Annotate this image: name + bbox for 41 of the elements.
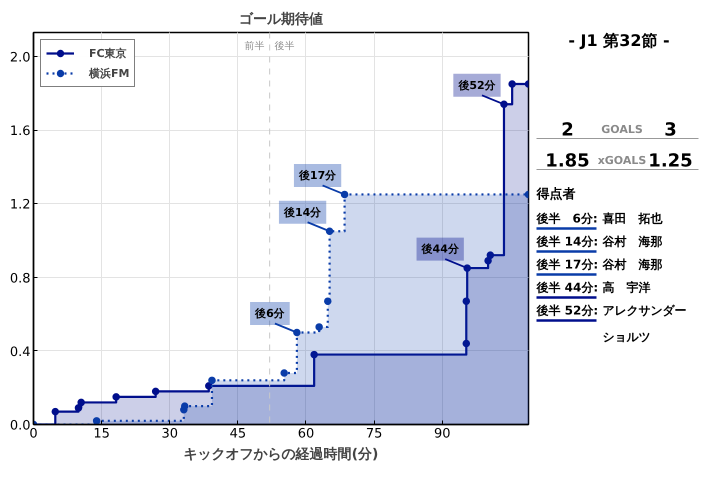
annotation: 後14分 bbox=[282, 206, 322, 219]
text: 後半 17分: bbox=[536, 258, 598, 272]
category-label: GOALS bbox=[601, 123, 643, 136]
x-tick-label: 15 bbox=[93, 426, 110, 442]
y-tick-label: 1.2 bbox=[10, 198, 31, 213]
annotation: 後52分 bbox=[457, 78, 497, 92]
annotation: 後6分 bbox=[254, 306, 286, 320]
text: 高 宇洋 bbox=[602, 280, 650, 294]
y-tick-label: 2.0 bbox=[10, 50, 31, 66]
annotation: 後44分 bbox=[420, 242, 460, 256]
text: 喜田 拓也 bbox=[602, 212, 664, 226]
chart-title: ゴール期待値 bbox=[239, 12, 323, 28]
x-tick-label: 0 bbox=[29, 426, 38, 442]
text: 後半 44分: bbox=[536, 280, 598, 294]
legend-label: 横浜FM bbox=[89, 66, 130, 80]
legend-label: FC東京 bbox=[89, 46, 127, 60]
x-tick-label: 30 bbox=[161, 426, 178, 442]
data-label: 3 bbox=[664, 120, 677, 140]
ref-line-label: 前半 後半 bbox=[244, 40, 295, 52]
x-tick-label: 45 bbox=[230, 426, 246, 442]
text: 谷村 海那 bbox=[602, 234, 662, 248]
y-tick-label: 0.4 bbox=[10, 344, 31, 360]
x-tick-label: 75 bbox=[366, 426, 382, 442]
x-tick-label: 90 bbox=[434, 426, 450, 442]
data-label: 2 bbox=[561, 120, 574, 140]
data-label: 1.85 bbox=[545, 150, 590, 172]
text: - J1 第32節 - bbox=[568, 31, 670, 50]
data-label: 1.25 bbox=[648, 150, 693, 172]
category-label: xGOALS bbox=[598, 154, 646, 167]
y-tick-label: 0.8 bbox=[10, 271, 31, 286]
text: 後半 6分: bbox=[536, 212, 598, 226]
annotation: 後17分 bbox=[298, 168, 338, 182]
text: 谷村 海那 bbox=[602, 258, 662, 272]
text: 後半 14分: bbox=[536, 234, 598, 248]
y-tick-label: 1.6 bbox=[10, 124, 31, 140]
x-tick-label: 60 bbox=[298, 426, 314, 442]
text: 後半 52分: bbox=[536, 304, 598, 318]
text: 得点者 bbox=[536, 186, 576, 202]
text: アレクサンダーショルツ bbox=[602, 304, 686, 344]
x-axis-title: キックオフからの経過時間(分) bbox=[184, 446, 378, 462]
y-tick-label: 0.0 bbox=[10, 418, 31, 434]
